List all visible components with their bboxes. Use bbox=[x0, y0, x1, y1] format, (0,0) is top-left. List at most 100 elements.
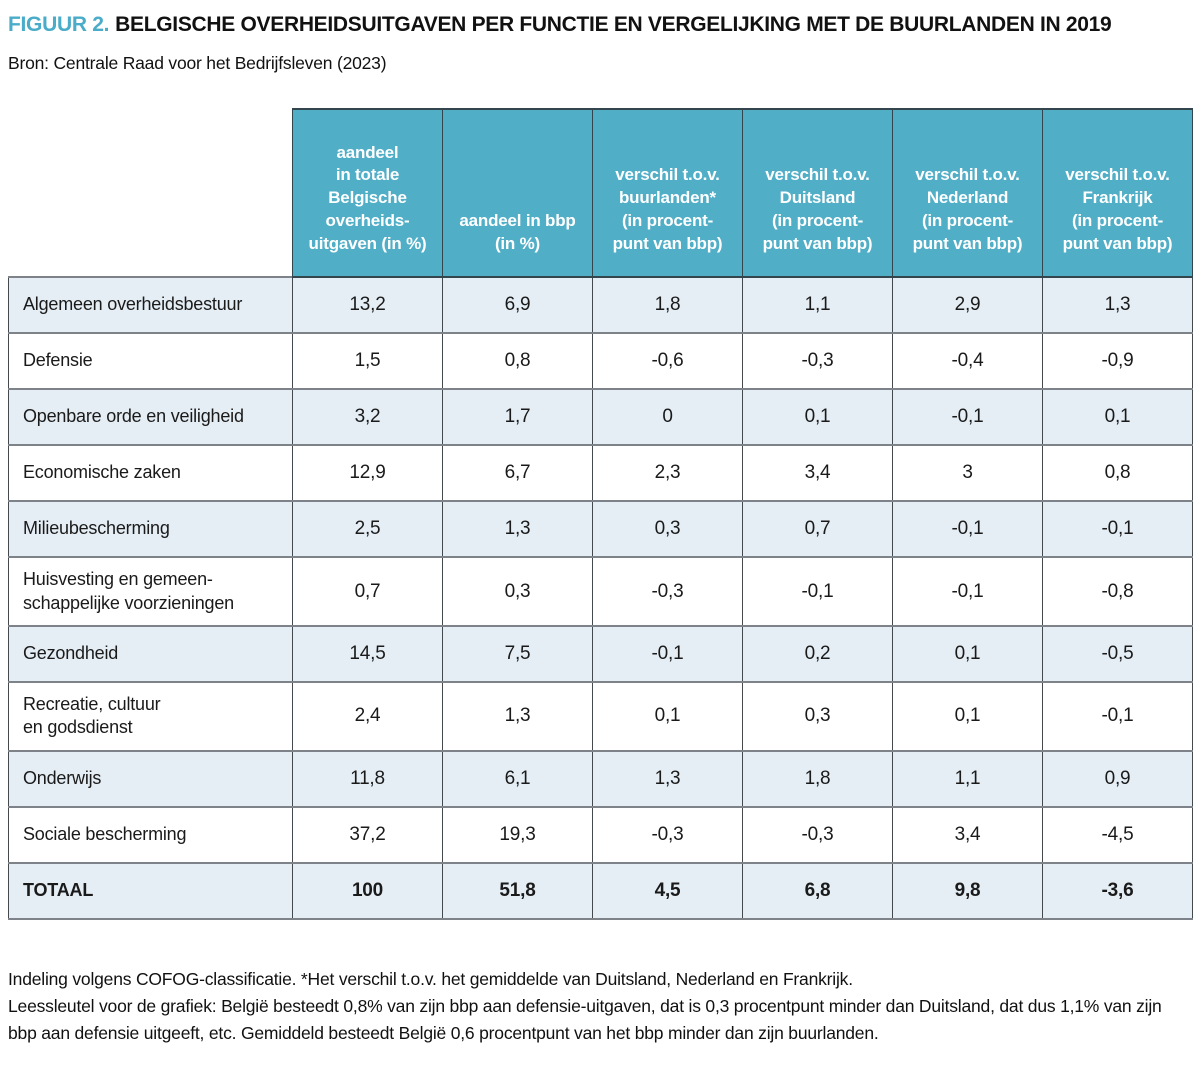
value-cell: 0,8 bbox=[442, 332, 593, 391]
column-header-share-total-expenditure: aandeel in totale Belgische overheids- u… bbox=[292, 108, 443, 279]
figure-title: FIGUUR 2. BELGISCHE OVERHEIDSUITGAVEN PER… bbox=[8, 12, 1192, 37]
value-cell: 1,3 bbox=[442, 680, 593, 752]
value-cell: 0,7 bbox=[292, 556, 443, 627]
value-cell: 1,3 bbox=[1042, 276, 1193, 335]
figure-heading: BELGISCHE OVERHEIDSUITGAVEN PER FUNCTIE … bbox=[115, 13, 1112, 36]
value-cell: 12,9 bbox=[292, 444, 443, 503]
footnote-classification: Indeling volgens COFOG-classificatie. *H… bbox=[8, 968, 853, 989]
value-cell: 19,3 bbox=[442, 805, 593, 864]
value-cell: -0,1 bbox=[892, 388, 1043, 447]
value-cell: -0,9 bbox=[1042, 332, 1193, 391]
value-cell: 0,2 bbox=[742, 624, 893, 683]
value-cell: -0,3 bbox=[742, 805, 893, 864]
footnotes: Indeling volgens COFOG-classificatie. *H… bbox=[8, 966, 1192, 1047]
value-cell: 2,9 bbox=[892, 276, 1043, 335]
value-cell: -0,4 bbox=[892, 332, 1043, 391]
value-cell: 0,1 bbox=[892, 624, 1043, 683]
value-cell: 3,4 bbox=[892, 805, 1043, 864]
value-cell: 4,5 bbox=[592, 861, 743, 920]
value-cell: -0,6 bbox=[592, 332, 743, 391]
value-cell: 1,1 bbox=[892, 749, 1043, 808]
table-body: Algemeen overheidsbestuur 13,2 6,9 1,8 1,1 2,… bbox=[8, 276, 1193, 920]
table-row: Defensie 1,5 0,8 -0,6 -0,3 -0,4 -0,9 bbox=[8, 332, 1193, 391]
value-cell: 6,8 bbox=[742, 861, 893, 920]
row-label: Milieubescherming bbox=[8, 500, 293, 559]
value-cell: 13,2 bbox=[292, 276, 443, 335]
value-cell: -0,1 bbox=[1042, 680, 1193, 752]
value-cell: 2,4 bbox=[292, 680, 443, 752]
value-cell: 1,8 bbox=[592, 276, 743, 335]
footnote-reading-key: Leessleutel voor de grafiek: België best… bbox=[8, 995, 1162, 1043]
value-cell: 1,3 bbox=[592, 749, 743, 808]
value-cell: -0,1 bbox=[892, 556, 1043, 627]
value-cell: 51,8 bbox=[442, 861, 593, 920]
row-label: Onderwijs bbox=[8, 749, 293, 808]
table-row: Huisvesting en gemeen- schappelijke voor… bbox=[8, 556, 1193, 627]
value-cell: 0,8 bbox=[1042, 444, 1193, 503]
value-cell: 6,7 bbox=[442, 444, 593, 503]
value-cell: 3,2 bbox=[292, 388, 443, 447]
column-header-share-gdp: aandeel in bbp (in %) bbox=[442, 108, 593, 279]
table-row: Sociale bescherming 37,2 19,3 -0,3 -0,3 3,4 -4… bbox=[8, 805, 1193, 864]
value-cell: 0,1 bbox=[892, 680, 1043, 752]
value-cell: 37,2 bbox=[292, 805, 443, 864]
value-cell: 0,9 bbox=[1042, 749, 1193, 808]
row-label: Algemeen overheidsbestuur bbox=[8, 276, 293, 335]
value-cell: 100 bbox=[292, 861, 443, 920]
table-row: Milieubescherming 2,5 1,3 0,3 0,7 -0,1 -0,1 bbox=[8, 500, 1193, 559]
value-cell: 0,1 bbox=[1042, 388, 1193, 447]
value-cell: 1,8 bbox=[742, 749, 893, 808]
table-row-total: TOTAAL 100 51,8 4,5 6,8 9,8 -3,6 bbox=[8, 861, 1193, 920]
row-label: Sociale bescherming bbox=[8, 805, 293, 864]
column-header-diff-germany: verschil t.o.v. Duitsland (in procent- p… bbox=[742, 108, 893, 279]
value-cell: 14,5 bbox=[292, 624, 443, 683]
value-cell: -0,1 bbox=[1042, 500, 1193, 559]
table-row: Recreatie, cultuur en godsdienst 2,4 1,3 0,… bbox=[8, 680, 1193, 752]
value-cell: 0 bbox=[592, 388, 743, 447]
expenditure-table: aandeel in totale Belgische overheids- u… bbox=[8, 108, 1193, 920]
value-cell: -0,3 bbox=[592, 805, 743, 864]
value-cell: 1,3 bbox=[442, 500, 593, 559]
value-cell: 3,4 bbox=[742, 444, 893, 503]
row-label: Openbare orde en veiligheid bbox=[8, 388, 293, 447]
value-cell: -0,3 bbox=[742, 332, 893, 391]
value-cell: -0,1 bbox=[592, 624, 743, 683]
value-cell: -3,6 bbox=[1042, 861, 1193, 920]
column-header-diff-france: verschil t.o.v. Frankrijk (in procent- p… bbox=[1042, 108, 1193, 279]
value-cell: 0,7 bbox=[742, 500, 893, 559]
value-cell: 6,9 bbox=[442, 276, 593, 335]
value-cell: 2,3 bbox=[592, 444, 743, 503]
value-cell: 11,8 bbox=[292, 749, 443, 808]
value-cell: 3 bbox=[892, 444, 1043, 503]
table-row: Economische zaken 12,9 6,7 2,3 3,4 3 0,8 bbox=[8, 444, 1193, 503]
value-cell: 0,1 bbox=[592, 680, 743, 752]
blank-header-cell bbox=[8, 109, 293, 278]
value-cell: -0,3 bbox=[592, 556, 743, 627]
value-cell: 1,1 bbox=[742, 276, 893, 335]
figure-number-label: FIGUUR 2. bbox=[8, 13, 110, 36]
value-cell: 0,1 bbox=[742, 388, 893, 447]
table-row: Onderwijs 11,8 6,1 1,3 1,8 1,1 0,9 bbox=[8, 749, 1193, 808]
value-cell: 0,3 bbox=[742, 680, 893, 752]
value-cell: -4,5 bbox=[1042, 805, 1193, 864]
row-label: Economische zaken bbox=[8, 444, 293, 503]
value-cell: 1,5 bbox=[292, 332, 443, 391]
value-cell: -0,8 bbox=[1042, 556, 1193, 627]
value-cell: -0,1 bbox=[742, 556, 893, 627]
row-label: TOTAAL bbox=[8, 861, 293, 920]
row-label: Recreatie, cultuur en godsdienst bbox=[8, 680, 293, 752]
row-label: Defensie bbox=[8, 332, 293, 391]
value-cell: 0,3 bbox=[592, 500, 743, 559]
table-row: Gezondheid 14,5 7,5 -0,1 0,2 0,1 -0,5 bbox=[8, 624, 1193, 683]
header-row: aandeel in totale Belgische overheids- u… bbox=[8, 108, 1193, 279]
column-header-diff-neighbours: verschil t.o.v. buurlanden* (in procent-… bbox=[592, 108, 743, 279]
value-cell: 0,3 bbox=[442, 556, 593, 627]
table-row: Algemeen overheidsbestuur 13,2 6,9 1,8 1,1 2,… bbox=[8, 276, 1193, 335]
value-cell: 7,5 bbox=[442, 624, 593, 683]
value-cell: 1,7 bbox=[442, 388, 593, 447]
value-cell: 2,5 bbox=[292, 500, 443, 559]
table-row: Openbare orde en veiligheid 3,2 1,7 0 0,1 -0,… bbox=[8, 388, 1193, 447]
value-cell: 6,1 bbox=[442, 749, 593, 808]
column-header-diff-netherlands: verschil t.o.v. Nederland (in procent- p… bbox=[892, 108, 1043, 279]
